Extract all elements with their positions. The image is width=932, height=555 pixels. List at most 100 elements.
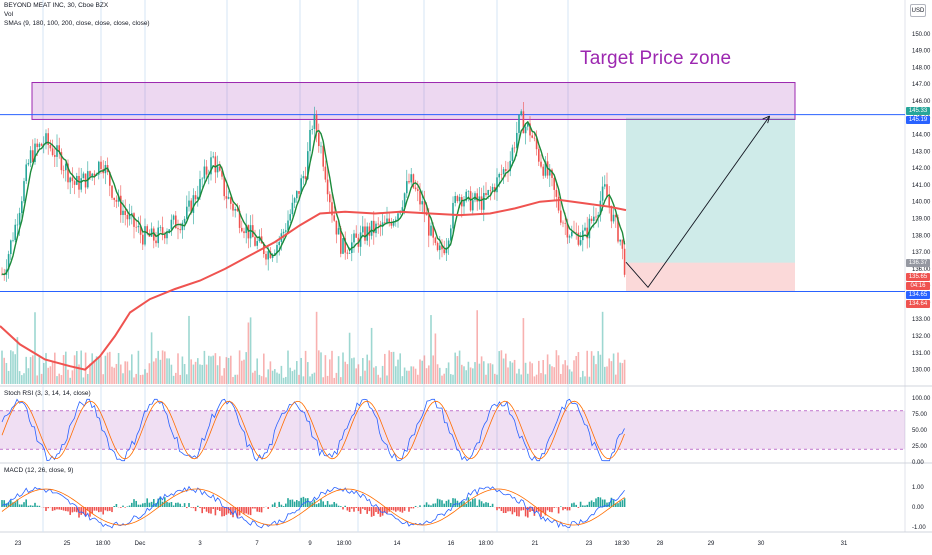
- macd-histogram-bar: [69, 507, 71, 515]
- volume-bar: [452, 375, 454, 384]
- candle-body: [124, 211, 126, 215]
- macd-histogram-bar: [338, 506, 340, 507]
- candle-body: [193, 195, 195, 213]
- volume-bar: [606, 366, 608, 384]
- volume-bar: [1, 351, 3, 384]
- currency-button[interactable]: USD: [910, 4, 926, 17]
- volume-bar: [316, 312, 318, 384]
- volume-bar: [58, 374, 60, 384]
- macd-histogram-bar: [28, 506, 30, 507]
- price-tick-label: 138.00: [912, 233, 931, 239]
- candle-body: [21, 201, 23, 213]
- volume-bar: [586, 351, 588, 384]
- macd-legend[interactable]: MACD (12, 26, close, 9): [4, 467, 73, 474]
- volume-bar: [547, 354, 549, 384]
- sma-legend[interactable]: SMAs (9, 180, 100, 200, close, close, cl…: [4, 20, 150, 27]
- volume-bar: [485, 375, 487, 384]
- volume-bar: [512, 363, 514, 384]
- macd-histogram-bar: [450, 503, 452, 507]
- macd-histogram-bar: [241, 507, 243, 512]
- candle-body: [580, 240, 582, 245]
- macd-histogram-bar: [263, 507, 265, 508]
- volume-legend[interactable]: Vol: [4, 11, 13, 18]
- macd-tick-label: -1.00: [912, 525, 926, 531]
- macd-histogram-bar: [573, 503, 575, 507]
- candle-body: [463, 201, 465, 207]
- volume-bar: [558, 355, 560, 384]
- candle-body: [333, 215, 335, 220]
- symbol-legend[interactable]: BEYOND MEAT INC, 30, Cboe BZX: [4, 2, 108, 9]
- candle-body: [39, 144, 41, 147]
- candle-body: [188, 201, 190, 207]
- macd-histogram-bar: [250, 507, 252, 515]
- target-price-annotation[interactable]: Target Price zone: [580, 48, 731, 70]
- volume-bar: [175, 373, 177, 384]
- macd-histogram-bar: [437, 499, 439, 507]
- volume-bar: [437, 364, 439, 384]
- candle-body: [298, 191, 300, 194]
- volume-bar: [239, 350, 241, 384]
- macd-histogram-bar: [100, 507, 102, 512]
- volume-bar: [402, 376, 404, 384]
- volume-bar: [549, 364, 551, 384]
- macd-histogram-bar: [553, 507, 555, 508]
- volume-bar: [272, 371, 274, 384]
- candle-body: [534, 138, 536, 139]
- candle-body: [267, 251, 269, 259]
- volume-bar: [509, 361, 511, 384]
- volume-bar: [267, 369, 269, 384]
- candle-body: [496, 177, 498, 192]
- macd-histogram-bar: [325, 505, 327, 507]
- volume-bar: [39, 357, 41, 384]
- price-badge-135-65: 135.65: [906, 273, 930, 281]
- price-badge-145-19: 145.19: [906, 116, 930, 124]
- candle-body: [206, 167, 208, 175]
- macd-histogram-bar: [547, 507, 549, 510]
- candle-body: [468, 191, 470, 192]
- volume-bar: [580, 377, 582, 384]
- macd-histogram-bar: [415, 506, 417, 507]
- volume-bar: [135, 374, 137, 384]
- volume-bar: [208, 356, 210, 384]
- candle-body: [151, 229, 153, 237]
- macd-histogram-bar: [34, 503, 36, 507]
- macd-histogram-bar: [10, 500, 12, 507]
- candle-body: [457, 196, 459, 201]
- volume-bar: [164, 351, 166, 384]
- macd-histogram-bar: [624, 498, 626, 507]
- volume-bar: [303, 376, 305, 384]
- volume-bar: [622, 363, 624, 384]
- macd-histogram-bar: [582, 505, 584, 507]
- volume-bar: [63, 355, 65, 384]
- long-position-stop-zone: [626, 263, 795, 292]
- candle-body: [608, 197, 610, 206]
- macd-histogram-bar: [124, 507, 126, 508]
- candle-body: [410, 174, 412, 182]
- volume-bar: [131, 354, 133, 384]
- volume-bar: [47, 368, 49, 384]
- stoch-rsi-legend[interactable]: Stoch RSI (3, 3, 14, 14, close): [4, 390, 91, 397]
- candle-body: [421, 201, 423, 204]
- candle-body: [377, 224, 379, 225]
- macd-histogram-bar: [481, 501, 483, 507]
- macd-tick-label: 1.00: [912, 485, 924, 491]
- volume-bar: [226, 357, 228, 384]
- macd-histogram-bar: [549, 507, 551, 512]
- candle-body: [111, 186, 113, 198]
- volume-bar: [459, 351, 461, 384]
- volume-bar: [234, 375, 236, 384]
- price-tick-label: 143.00: [912, 149, 931, 155]
- macd-histogram-bar: [465, 504, 467, 507]
- volume-bar: [595, 364, 597, 384]
- time-tick-label: 9: [308, 541, 312, 547]
- macd-histogram-bar: [476, 506, 478, 507]
- volume-bar: [523, 318, 525, 384]
- time-tick-label: Dec: [135, 541, 146, 547]
- volume-bar: [529, 362, 531, 384]
- candle-body: [443, 249, 445, 253]
- candle-body: [349, 253, 351, 254]
- macd-histogram-bar: [215, 507, 217, 515]
- volume-bar: [107, 353, 109, 384]
